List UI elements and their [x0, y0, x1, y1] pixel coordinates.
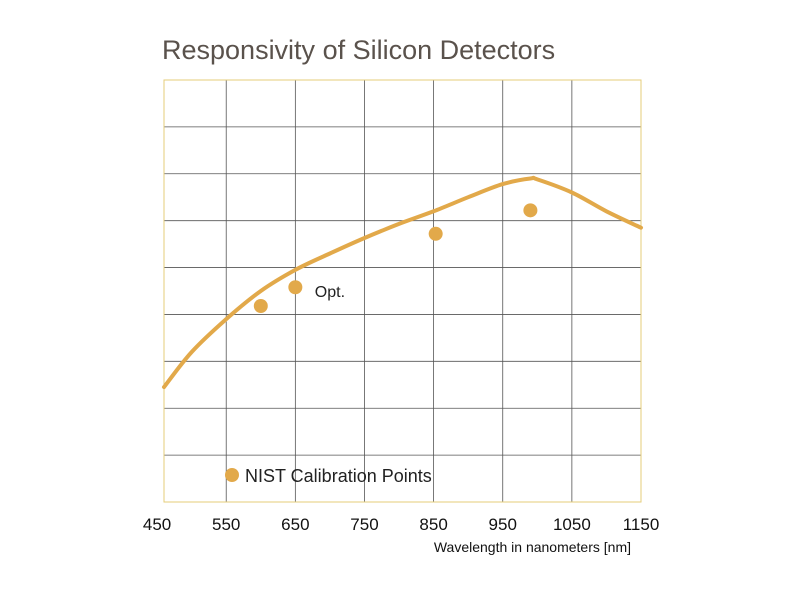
grid	[164, 80, 641, 502]
calibration-point	[523, 203, 538, 218]
x-tick-label: 550	[212, 515, 240, 534]
calibration-point	[253, 299, 268, 314]
x-tick-labels: 450 550 650 750 850 950 1050 1150	[143, 515, 659, 534]
x-tick-label: 450	[143, 515, 171, 534]
x-tick-label: 850	[419, 515, 447, 534]
x-tick-label: 650	[281, 515, 309, 534]
plot-frame	[163, 79, 642, 503]
legend: NIST Calibration Points	[225, 466, 432, 486]
x-tick-label: 1050	[553, 515, 591, 534]
legend-marker	[225, 468, 239, 482]
annotation-label: Opt.	[315, 284, 345, 301]
calibration-points	[253, 203, 538, 314]
x-tick-label: 950	[489, 515, 517, 534]
annotations: Opt.	[315, 284, 345, 301]
x-tick-label: 750	[350, 515, 378, 534]
x-tick-label: 1150	[623, 515, 660, 534]
calibration-point	[288, 280, 303, 295]
chart-title: Responsivity of Silicon Detectors	[162, 35, 555, 65]
calibration-point	[428, 226, 443, 241]
x-axis-label: Wavelength in nanometers [nm]	[434, 539, 631, 555]
legend-label: NIST Calibration Points	[245, 466, 432, 486]
responsivity-curve	[162, 175, 643, 390]
